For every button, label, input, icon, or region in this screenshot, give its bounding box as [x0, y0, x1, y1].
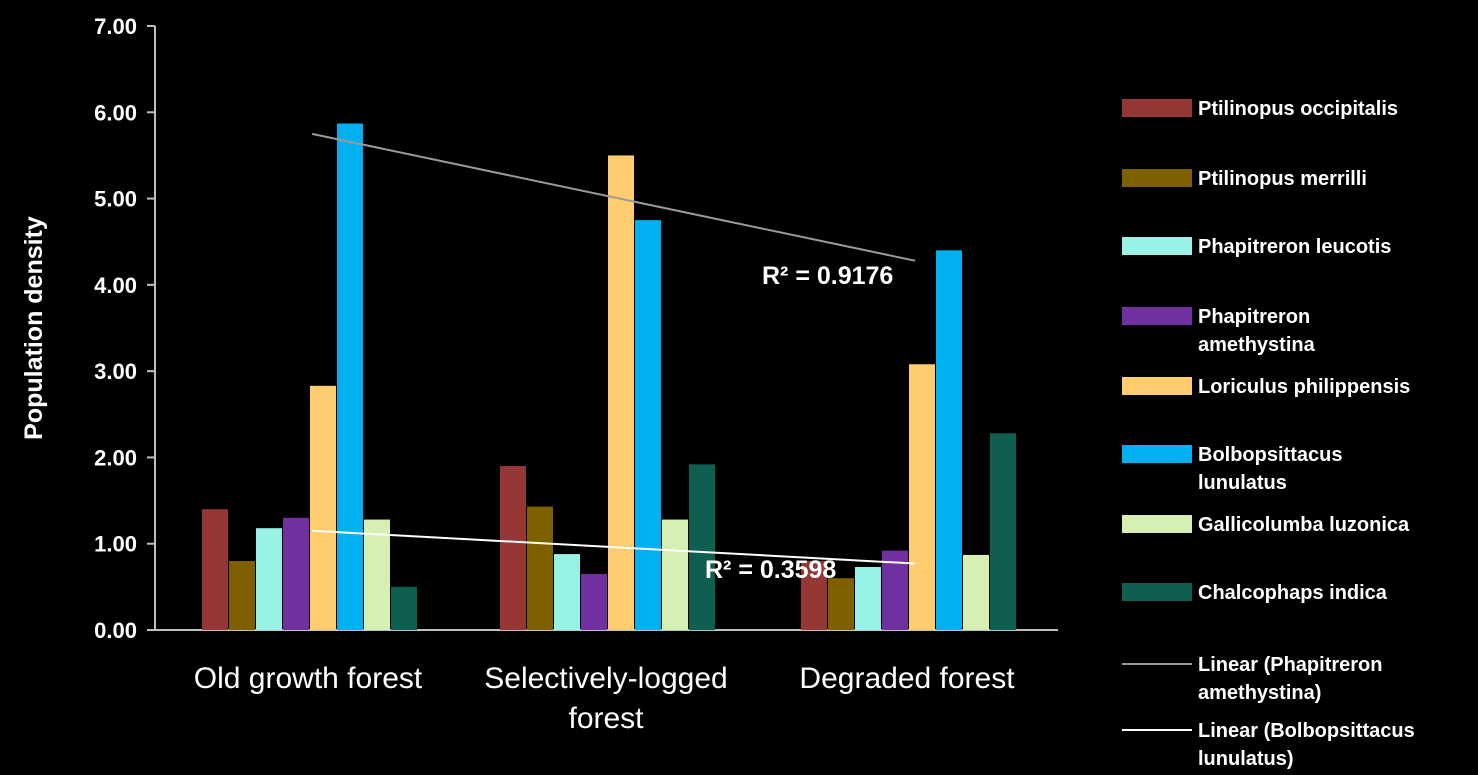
legend-swatch — [1122, 583, 1192, 601]
legend-swatch — [1122, 377, 1192, 395]
legend-label: Ptilinopus merrilli — [1198, 168, 1367, 190]
legend-label: lunulatus — [1198, 472, 1287, 494]
bar — [202, 509, 228, 630]
y-tick-label: 0.00 — [94, 618, 137, 643]
legend-swatch — [1122, 445, 1192, 463]
y-tick-label: 5.00 — [94, 187, 137, 212]
bar — [909, 364, 935, 630]
bar — [527, 506, 553, 630]
bar — [608, 155, 634, 630]
legend-swatch — [1122, 515, 1192, 533]
legend-label: Chalcophaps indica — [1198, 582, 1388, 604]
legend-swatch — [1122, 169, 1192, 187]
bar — [283, 517, 309, 630]
legend-label: amethystina — [1198, 334, 1316, 356]
y-tick-label: 6.00 — [94, 100, 137, 125]
y-tick-label: 7.00 — [94, 14, 137, 39]
trendline — [311, 529, 916, 565]
y-tick-label: 3.00 — [94, 359, 137, 384]
bar — [581, 573, 607, 630]
bar — [554, 554, 580, 630]
bar — [364, 519, 390, 630]
y-tick-label: 4.00 — [94, 273, 137, 298]
bar — [963, 554, 989, 630]
bar — [990, 433, 1016, 630]
bar — [310, 385, 336, 630]
x-category-label: Selectively-logged — [484, 662, 727, 695]
legend-label: Bolbopsittacus — [1198, 444, 1342, 466]
x-category-label: Degraded forest — [799, 662, 1015, 695]
r-squared-label: R² = 0.3598 — [705, 556, 836, 584]
bar — [635, 220, 661, 630]
trendline — [311, 132, 916, 262]
r-squared-label: R² = 0.9176 — [762, 262, 893, 290]
bar — [391, 586, 417, 630]
bar — [500, 466, 526, 630]
bar — [689, 464, 715, 630]
legend-label: Linear (Phapitreron — [1198, 654, 1382, 676]
bar — [855, 567, 881, 630]
x-category-label: Old growth forest — [194, 662, 423, 695]
bar — [256, 528, 282, 630]
legend-label: Ptilinopus occipitalis — [1198, 98, 1398, 120]
legend-swatch — [1122, 237, 1192, 255]
y-axis-title: Population density — [20, 216, 48, 440]
bar — [229, 560, 255, 630]
y-tick-label: 1.00 — [94, 532, 137, 557]
legend-label: amethystina) — [1198, 682, 1321, 704]
bar — [662, 519, 688, 630]
bar — [936, 250, 962, 631]
x-category-label: forest — [568, 702, 644, 735]
legend-label: Phapitreron — [1198, 306, 1310, 328]
bar — [337, 123, 363, 630]
legend-label: Linear (Bolbopsittacus — [1198, 720, 1415, 742]
legend-label: Loriculus philippensis — [1198, 376, 1410, 398]
legend-label: Phapitreron leucotis — [1198, 236, 1391, 258]
bar — [801, 560, 827, 630]
y-tick-label: 2.00 — [94, 445, 137, 470]
legend-swatch — [1122, 307, 1192, 325]
bar — [828, 578, 854, 630]
legend-swatch — [1122, 99, 1192, 117]
legend-label: Gallicolumba luzonica — [1198, 514, 1410, 536]
legend-label: lunulatus) — [1198, 748, 1294, 770]
